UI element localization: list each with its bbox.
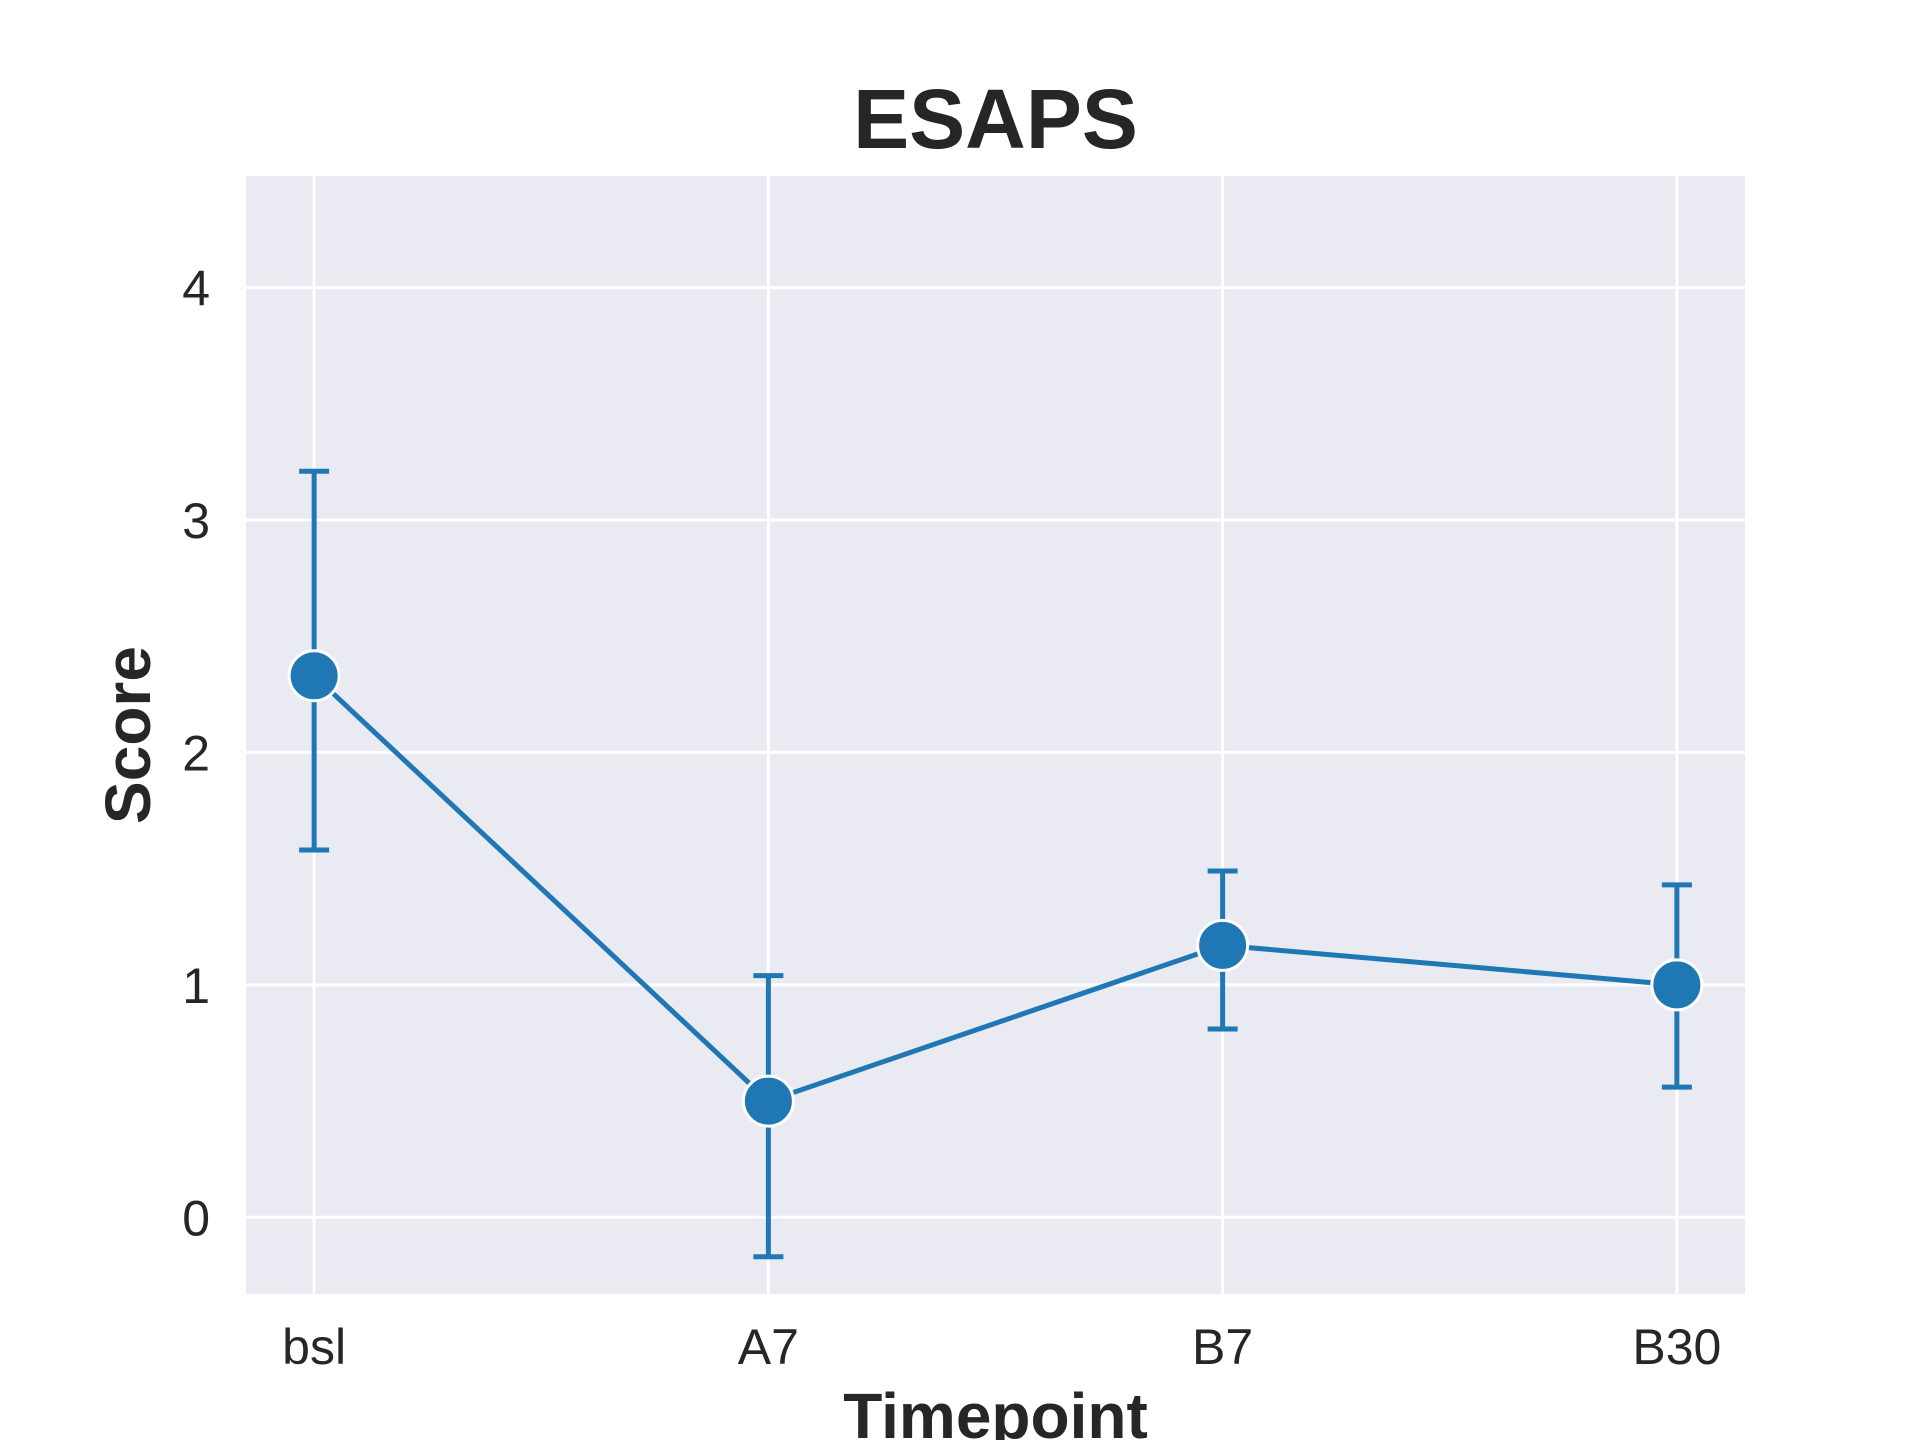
x-tick-label: bsl: [282, 1319, 346, 1375]
x-tick-label: B30: [1632, 1319, 1721, 1375]
series-line: [312, 673, 1678, 1104]
data-point: [1196, 918, 1250, 972]
x-axis-label: Timepoint: [843, 1380, 1148, 1440]
x-tick-label: A7: [738, 1319, 799, 1375]
y-axis-label: Score: [92, 646, 164, 824]
y-tick-label: 3: [182, 493, 210, 549]
series: [287, 468, 1704, 1260]
data-point: [741, 1074, 795, 1128]
x-tick-labels: bsl A7 B7 B30: [282, 1319, 1721, 1375]
y-tick-label: 4: [182, 261, 210, 317]
y-tick-label: 0: [182, 1190, 210, 1246]
x-tick-label: B7: [1192, 1319, 1253, 1375]
y-tick-label: 2: [182, 725, 210, 781]
plot-area: [246, 176, 1745, 1294]
data-point: [1650, 958, 1704, 1012]
chart-title: ESAPS: [853, 72, 1138, 166]
data-point: [287, 649, 341, 703]
y-tick-labels: 0 1 2 3 4: [182, 261, 210, 1247]
y-tick-label: 1: [182, 958, 210, 1014]
